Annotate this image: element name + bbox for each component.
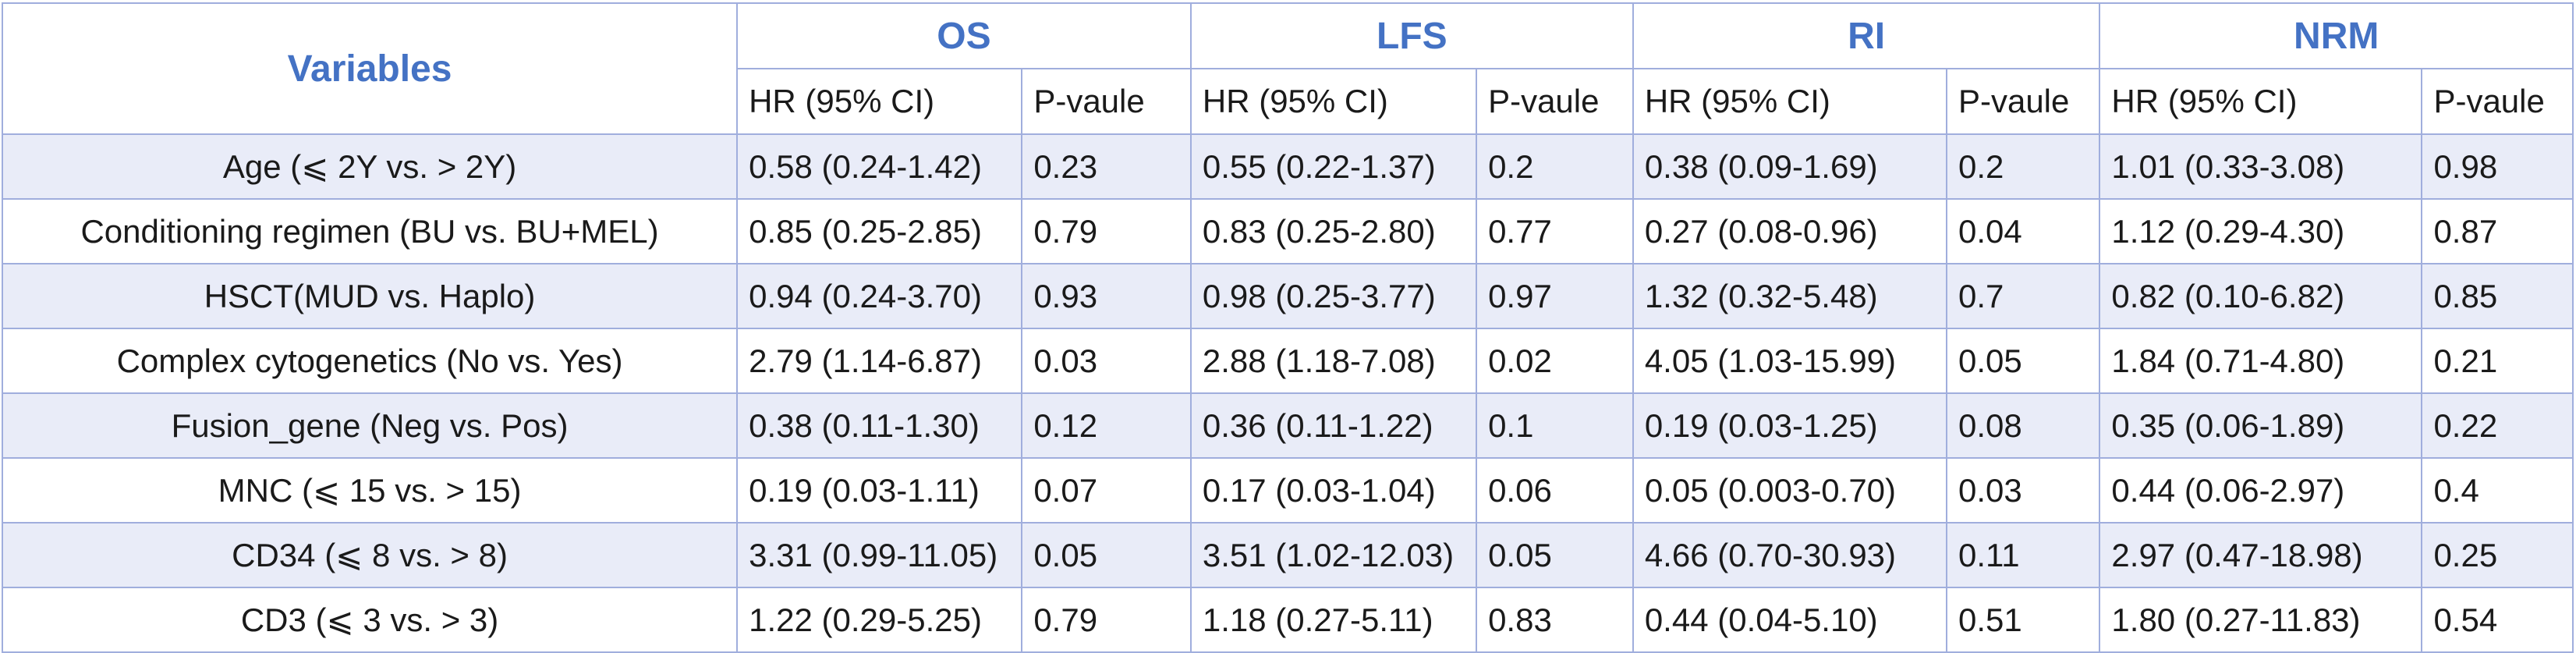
os-p-cell: 0.23 — [1021, 133, 1192, 200]
nrm-hr-cell: 1.12 (0.29-4.30) — [2099, 198, 2423, 264]
lfs-p-header: P-vaule — [1476, 68, 1634, 135]
variable-cell: CD3 (⩽ 3 vs. > 3) — [1, 587, 739, 653]
nrm-hr-cell: 1.01 (0.33-3.08) — [2099, 133, 2423, 200]
table-body: Age (⩽ 2Y vs. > 2Y) 0.58 (0.24-1.42) 0.2… — [1, 133, 2574, 653]
table-row: HSCT(MUD vs. Haplo) 0.94 (0.24-3.70) 0.9… — [1, 263, 2574, 329]
ri-p-cell: 0.05 — [1945, 328, 2101, 394]
lfs-p-cell: 0.2 — [1476, 133, 1634, 200]
lfs-hr-header: HR (95% CI) — [1189, 68, 1478, 135]
ri-hr-cell: 4.05 (1.03-15.99) — [1632, 328, 1947, 394]
ri-p-cell: 0.51 — [1945, 587, 2101, 653]
variable-cell: Age (⩽ 2Y vs. > 2Y) — [1, 133, 739, 200]
os-hr-cell: 0.94 (0.24-3.70) — [736, 263, 1023, 329]
table-row: Fusion_gene (Neg vs. Pos) 0.38 (0.11-1.3… — [1, 392, 2574, 459]
nrm-p-cell: 0.54 — [2421, 587, 2574, 653]
nrm-p-cell: 0.25 — [2421, 522, 2574, 588]
ri-p-cell: 0.2 — [1945, 133, 2101, 200]
table-row: Complex cytogenetics (No vs. Yes) 2.79 (… — [1, 328, 2574, 394]
nrm-p-cell: 0.4 — [2421, 457, 2574, 523]
os-hr-cell: 0.58 (0.24-1.42) — [736, 133, 1023, 200]
os-hr-cell: 1.22 (0.29-5.25) — [736, 587, 1023, 653]
nrm-hr-header: HR (95% CI) — [2099, 68, 2423, 135]
group-header-row: Variables OS LFS RI NRM — [1, 2, 2574, 135]
table-row: CD3 (⩽ 3 vs. > 3) 1.22 (0.29-5.25) 0.79 … — [1, 587, 2574, 653]
lfs-hr-cell: 0.17 (0.03-1.04) — [1189, 457, 1478, 523]
os-hr-cell: 0.19 (0.03-1.11) — [736, 457, 1023, 523]
lfs-hr-cell: 3.51 (1.02-12.03) — [1189, 522, 1478, 588]
ri-p-cell: 0.03 — [1945, 457, 2101, 523]
ri-p-cell: 0.08 — [1945, 392, 2101, 459]
lfs-hr-cell: 1.18 (0.27-5.11) — [1189, 587, 1478, 653]
sub-header-row: HR (95% CI) P-vaule HR (95% CI) P-vaule … — [2, 68, 2574, 135]
ri-p-cell: 0.04 — [1945, 198, 2101, 264]
os-hr-cell: 3.31 (0.99-11.05) — [736, 522, 1023, 588]
ri-group-header: RI — [1632, 2, 2101, 69]
os-hr-cell: 0.38 (0.11-1.30) — [736, 392, 1023, 459]
lfs-p-cell: 0.05 — [1476, 522, 1634, 588]
lfs-group-header: LFS — [1189, 2, 1634, 69]
table-row: MNC (⩽ 15 vs. > 15) 0.19 (0.03-1.11) 0.0… — [1, 457, 2574, 523]
nrm-hr-cell: 0.82 (0.10-6.82) — [2099, 263, 2423, 329]
lfs-p-cell: 0.1 — [1476, 392, 1634, 459]
nrm-hr-cell: 0.44 (0.06-2.97) — [2099, 457, 2423, 523]
variable-cell: MNC (⩽ 15 vs. > 15) — [1, 457, 739, 523]
variable-cell: Conditioning regimen (BU vs. BU+MEL) — [1, 198, 739, 264]
lfs-hr-cell: 0.55 (0.22-1.37) — [1189, 133, 1478, 200]
os-p-cell: 0.79 — [1021, 198, 1192, 264]
lfs-p-cell: 0.77 — [1476, 198, 1634, 264]
variable-cell: Fusion_gene (Neg vs. Pos) — [1, 392, 739, 459]
variables-column-header: Variables — [1, 2, 739, 135]
table-row: Conditioning regimen (BU vs. BU+MEL) 0.8… — [1, 198, 2574, 264]
ri-hr-cell: 0.19 (0.03-1.25) — [1632, 392, 1947, 459]
nrm-group-header: NRM — [2099, 2, 2574, 69]
ri-hr-header: HR (95% CI) — [1632, 68, 1947, 135]
nrm-p-cell: 0.85 — [2421, 263, 2574, 329]
os-hr-cell: 0.85 (0.25-2.85) — [736, 198, 1023, 264]
os-p-cell: 0.93 — [1021, 263, 1192, 329]
variable-cell: CD34 (⩽ 8 vs. > 8) — [1, 522, 739, 588]
ri-p-cell: 0.11 — [1945, 522, 2101, 588]
nrm-p-cell: 0.98 — [2421, 133, 2574, 200]
ri-hr-cell: 4.66 (0.70-30.93) — [1632, 522, 1947, 588]
ri-p-cell: 0.7 — [1945, 263, 2101, 329]
nrm-p-cell: 0.22 — [2421, 392, 2574, 459]
os-hr-cell: 2.79 (1.14-6.87) — [736, 328, 1023, 394]
ri-hr-cell: 0.27 (0.08-0.96) — [1632, 198, 1947, 264]
ri-p-header: P-vaule — [1945, 68, 2101, 135]
lfs-hr-cell: 0.98 (0.25-3.77) — [1189, 263, 1478, 329]
os-p-header: P-vaule — [1021, 68, 1192, 135]
lfs-p-cell: 0.97 — [1476, 263, 1634, 329]
lfs-hr-cell: 2.88 (1.18-7.08) — [1189, 328, 1478, 394]
os-p-cell: 0.05 — [1021, 522, 1192, 588]
nrm-p-cell: 0.87 — [2421, 198, 2574, 264]
nrm-p-cell: 0.21 — [2421, 328, 2574, 394]
table-header: Variables OS LFS RI NRM HR (95% CI) P-va… — [1, 2, 2574, 135]
variable-cell: HSCT(MUD vs. Haplo) — [1, 263, 739, 329]
lfs-hr-cell: 0.83 (0.25-2.80) — [1189, 198, 1478, 264]
ri-hr-cell: 0.05 (0.003-0.70) — [1632, 457, 1947, 523]
os-p-cell: 0.07 — [1021, 457, 1192, 523]
ri-hr-cell: 0.38 (0.09-1.69) — [1632, 133, 1947, 200]
variable-cell: Complex cytogenetics (No vs. Yes) — [1, 328, 739, 394]
nrm-hr-cell: 2.97 (0.47-18.98) — [2099, 522, 2423, 588]
ri-hr-cell: 1.32 (0.32-5.48) — [1632, 263, 1947, 329]
os-p-cell: 0.12 — [1021, 392, 1192, 459]
lfs-p-cell: 0.02 — [1476, 328, 1634, 394]
table-row: Age (⩽ 2Y vs. > 2Y) 0.58 (0.24-1.42) 0.2… — [1, 133, 2574, 200]
os-p-cell: 0.79 — [1021, 587, 1192, 653]
os-group-header: OS — [736, 2, 1192, 69]
ri-hr-cell: 0.44 (0.04-5.10) — [1632, 587, 1947, 653]
nrm-hr-cell: 1.84 (0.71-4.80) — [2099, 328, 2423, 394]
lfs-hr-cell: 0.36 (0.11-1.22) — [1189, 392, 1478, 459]
table-row: CD34 (⩽ 8 vs. > 8) 3.31 (0.99-11.05) 0.0… — [1, 522, 2574, 588]
lfs-p-cell: 0.06 — [1476, 457, 1634, 523]
nrm-hr-cell: 0.35 (0.06-1.89) — [2099, 392, 2423, 459]
os-p-cell: 0.03 — [1021, 328, 1192, 394]
lfs-p-cell: 0.83 — [1476, 587, 1634, 653]
os-hr-header: HR (95% CI) — [736, 68, 1023, 135]
nrm-p-header: P-vaule — [2421, 68, 2574, 135]
nrm-hr-cell: 1.80 (0.27-11.83) — [2099, 587, 2423, 653]
